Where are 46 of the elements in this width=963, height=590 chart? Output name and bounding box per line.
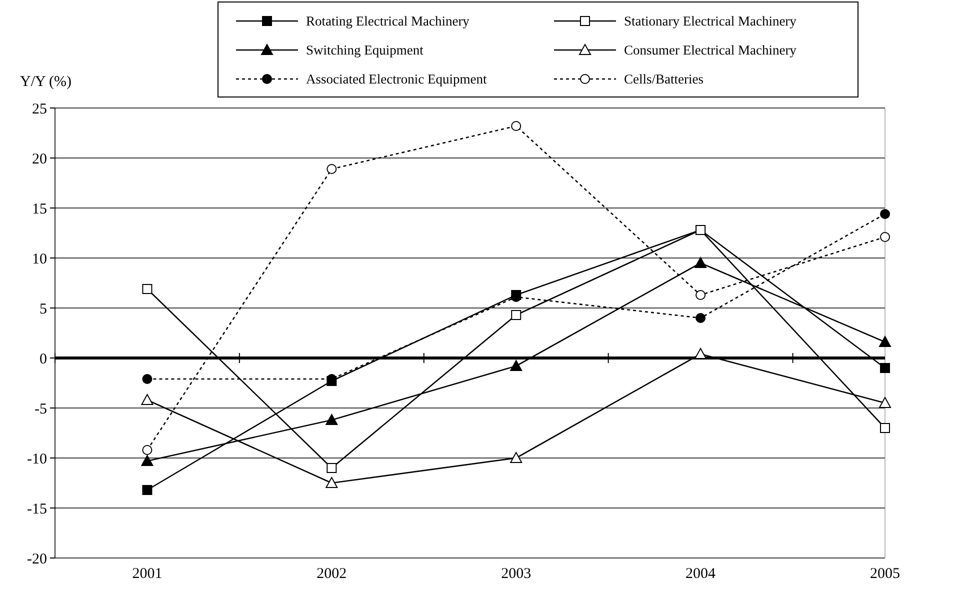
point [511, 310, 522, 320]
y-tick-label: 20 [32, 151, 47, 168]
y-tick-label: 15 [32, 201, 47, 218]
legend-label: Associated Electronic Equipment [306, 72, 487, 87]
y-tick-label: -10 [27, 451, 47, 468]
point [879, 397, 891, 408]
y-tick-label: 5 [40, 301, 47, 318]
point [879, 336, 891, 347]
y-tick-label: -20 [27, 551, 47, 568]
legend-label: Cells/Batteries [624, 72, 704, 87]
x-tick-label: 2003 [501, 566, 532, 582]
point [880, 363, 890, 373]
x-tick-label: 2002 [316, 566, 347, 582]
point [880, 423, 890, 433]
point [880, 209, 890, 219]
point [141, 394, 154, 405]
point [326, 414, 338, 425]
point [326, 164, 337, 174]
point [326, 477, 338, 488]
legend-label: Consumer Electrical Machinery [624, 42, 797, 58]
point [694, 348, 707, 359]
y-axis-title: Y/Y (%) [20, 74, 72, 90]
x-tick-label: 2005 [870, 566, 900, 582]
x-tick-label: 2001 [132, 566, 162, 582]
point [142, 485, 152, 495]
point [510, 360, 522, 371]
point [511, 121, 522, 131]
legend-label: Stationary Electrical Machinery [624, 14, 797, 29]
legend-label: Rotating Electrical Machinery [306, 14, 470, 29]
point [326, 463, 337, 473]
legend-label: Switching Equipment [306, 42, 424, 58]
point [696, 313, 706, 323]
point [510, 452, 522, 463]
y-tick-label: 25 [32, 101, 47, 118]
point [142, 284, 152, 294]
point [142, 374, 152, 384]
y-tick-label: -5 [34, 401, 47, 418]
point [142, 445, 152, 455]
point [694, 257, 707, 268]
y-tick-label: 10 [32, 251, 47, 268]
point [696, 290, 706, 300]
point [141, 455, 154, 466]
y-tick-label: -15 [27, 501, 47, 518]
x-tick-label: 2004 [686, 566, 716, 582]
y-tick-label: 0 [40, 351, 47, 368]
point [880, 232, 890, 242]
